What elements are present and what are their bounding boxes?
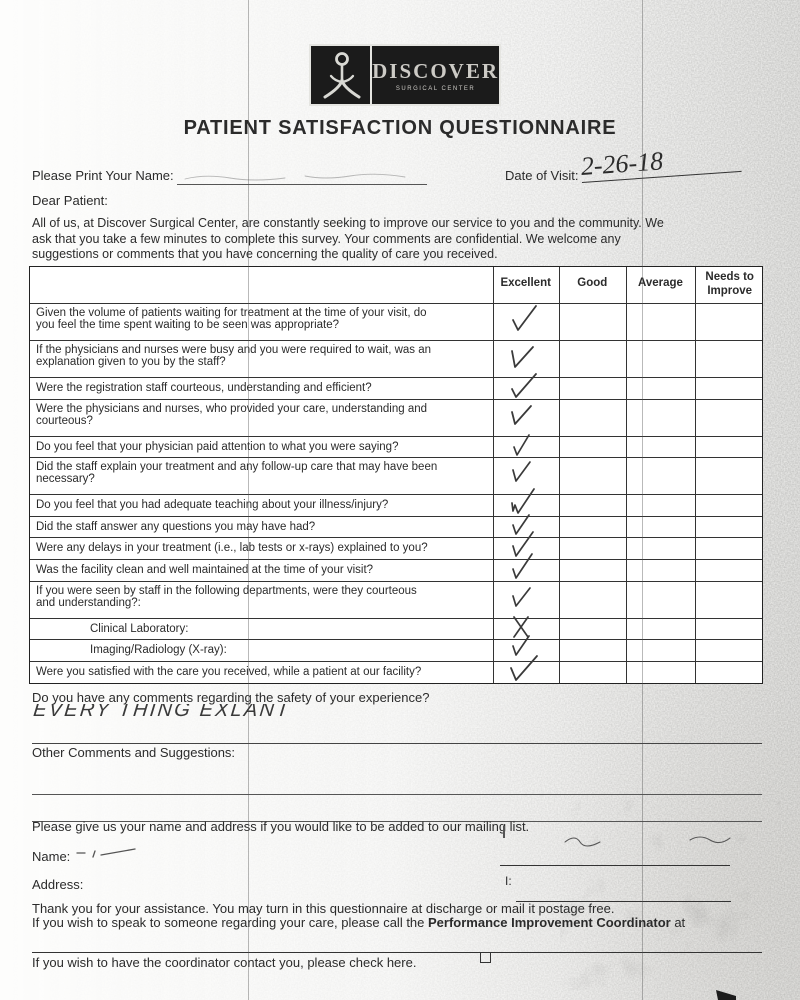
svg-text:EVERY THING EXLANT: EVERY THING EXLANT bbox=[32, 704, 292, 721]
